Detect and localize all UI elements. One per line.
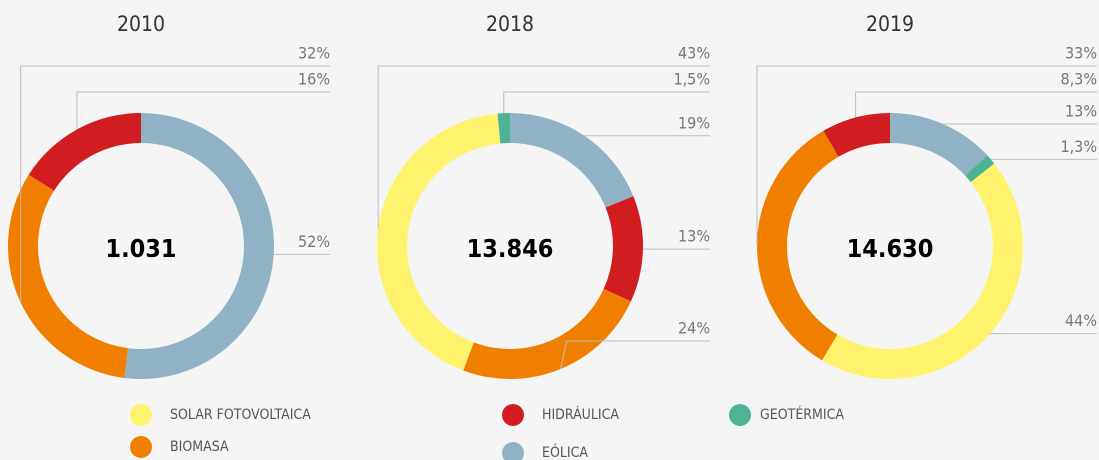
value-label: 8,3%	[1060, 70, 1097, 89]
legend-label: EÓLICA	[542, 443, 588, 460]
donut-slice	[757, 130, 839, 361]
chart-title: 2010	[117, 12, 165, 36]
value-label: 13%	[678, 227, 710, 246]
donut-slice	[510, 113, 634, 208]
center-total: 14.630	[847, 234, 934, 263]
donut-slice	[823, 113, 890, 157]
donut-slice	[28, 113, 142, 191]
donut-slice	[377, 113, 501, 371]
donut-slice	[463, 288, 631, 379]
leader-line	[560, 340, 710, 370]
value-label: 1,3%	[1060, 137, 1097, 156]
donut-slice	[890, 113, 988, 176]
chart-title: 2018	[486, 12, 534, 36]
center-total: 1.031	[105, 234, 176, 263]
legend-swatch	[502, 404, 524, 426]
legend-swatch	[130, 436, 152, 458]
value-label: 1,5%	[673, 70, 710, 89]
leader-line	[503, 91, 710, 114]
value-label: 24%	[678, 319, 710, 338]
leader-line	[76, 91, 330, 130]
value-label: 44%	[1065, 311, 1097, 330]
legend-label: SOLAR FOTOVOLTAICA	[170, 407, 311, 423]
value-label: 13%	[1065, 102, 1097, 121]
leader-line	[756, 65, 1097, 246]
legend-label: BIOMASA	[170, 439, 229, 455]
donut-slice	[603, 196, 643, 302]
legend-swatch	[502, 442, 524, 460]
leader-line	[377, 65, 710, 229]
value-label: 43%	[678, 44, 710, 63]
leader-line	[855, 91, 1097, 118]
donut-slice	[7, 174, 129, 378]
legend-label: HIDRÁULICA	[542, 406, 619, 423]
donut-slice	[965, 155, 995, 183]
value-label: 33%	[1065, 44, 1097, 63]
center-total: 13.846	[467, 234, 554, 263]
donut-slice	[124, 113, 274, 379]
donut-slice	[497, 113, 510, 144]
legend-swatch	[729, 404, 751, 426]
value-label: 32%	[298, 44, 330, 63]
legend-swatch	[130, 404, 152, 426]
value-label: 52%	[298, 232, 330, 251]
donut-slice	[822, 163, 1023, 379]
value-label: 16%	[298, 70, 330, 89]
leader-line	[20, 65, 330, 303]
chart-title: 2019	[866, 12, 914, 36]
legend-label: GEOTÉRMICA	[760, 406, 844, 423]
value-label: 19%	[678, 113, 710, 132]
